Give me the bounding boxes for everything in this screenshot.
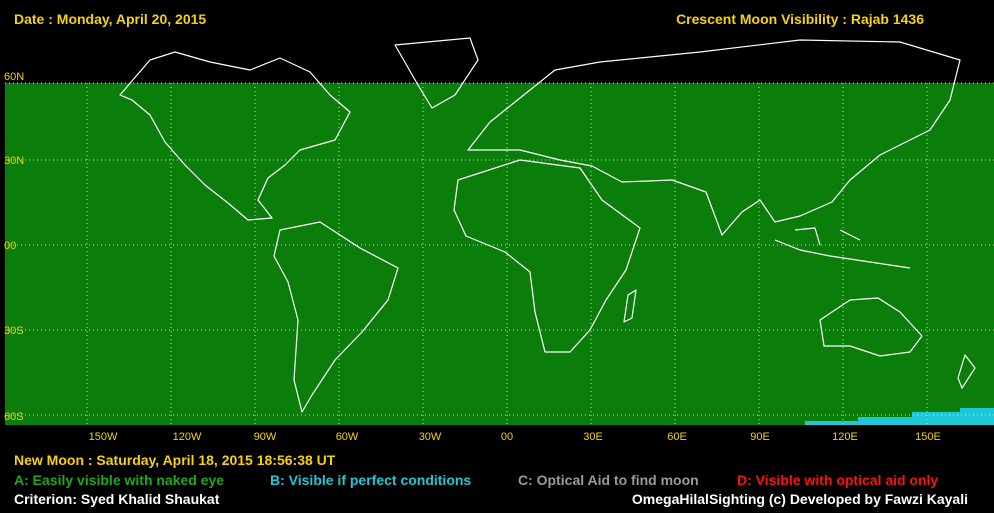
new-zealand <box>957 354 976 389</box>
map-title: Crescent Moon Visibility : Rajab 1436 <box>676 11 924 27</box>
lat-label: 60N <box>4 71 24 83</box>
grid <box>5 82 994 425</box>
africa <box>453 159 641 353</box>
lon-label: 60W <box>336 431 359 443</box>
coastlines <box>119 37 976 413</box>
lat-label: 30S <box>4 325 24 337</box>
legend-a: A: Easily visible with naked eye <box>14 472 224 488</box>
indonesia <box>774 227 911 269</box>
visibility-zone-a <box>5 83 994 425</box>
lon-label: 00 <box>501 431 513 443</box>
north-america <box>119 51 351 221</box>
greenland <box>394 37 479 109</box>
visibility-zone-b <box>805 408 994 425</box>
criterion: Criterion: Syed Khalid Shaukat <box>14 491 220 507</box>
lon-label: 60E <box>667 431 687 443</box>
madagascar <box>623 289 637 323</box>
lon-label: 30W <box>419 431 442 443</box>
lon-label: 90E <box>750 431 770 443</box>
eurasia <box>467 39 961 236</box>
lon-label: 150W <box>89 431 118 443</box>
australia <box>819 297 923 357</box>
new-moon: New Moon : Saturday, April 18, 2015 18:5… <box>14 452 336 468</box>
lat-label: 00 <box>4 240 16 252</box>
south-america <box>273 221 399 413</box>
lon-label: 120W <box>173 431 202 443</box>
lon-label: 30E <box>583 431 603 443</box>
longitude-labels: 150W 120W 90W 60W 30W 00 30E 60E 90E 120… <box>89 431 941 443</box>
legend-c: C: Optical Aid to find moon <box>518 472 699 488</box>
legend-d: D: Visible with optical aid only <box>737 472 938 488</box>
lon-label: 120E <box>832 431 858 443</box>
lon-label: 150E <box>915 431 941 443</box>
latitude-labels: 60N 30N 00 30S 60S <box>4 71 24 423</box>
date: Date : Monday, April 20, 2015 <box>14 11 206 27</box>
credit: OmegaHilalSighting (c) Developed by Fawz… <box>632 491 968 507</box>
legend-b: B: Visible if perfect conditions <box>270 472 471 488</box>
lon-label: 90W <box>254 431 277 443</box>
lat-label: 60S <box>4 411 24 423</box>
lat-label: 30N <box>4 155 24 167</box>
